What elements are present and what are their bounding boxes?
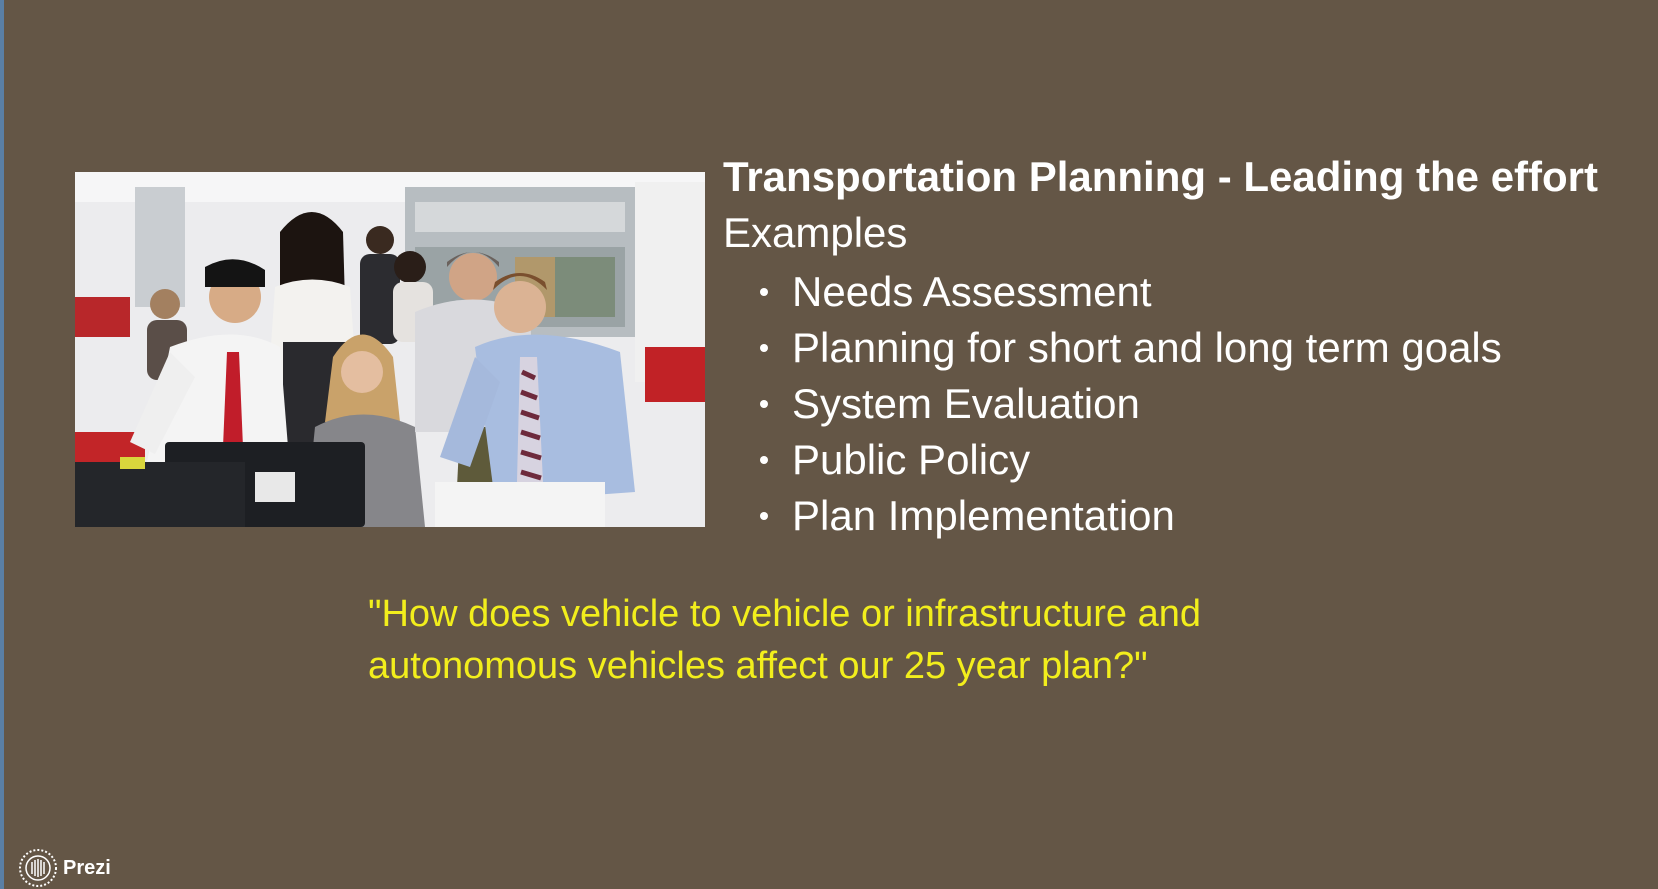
bullet-icon xyxy=(760,344,768,352)
bullet-text: Planning for short and long term goals xyxy=(792,324,1502,371)
prezi-logo-icon xyxy=(19,849,57,887)
examples-list: Needs Assessment Planning for short and … xyxy=(760,264,1502,544)
list-item: Needs Assessment xyxy=(760,264,1502,320)
highlight-quote: "How does vehicle to vehicle or infrastr… xyxy=(368,588,1308,692)
window-left-edge xyxy=(0,0,4,889)
bullet-text: Needs Assessment xyxy=(792,268,1152,315)
bullet-icon xyxy=(760,456,768,464)
quote-line-2: autonomous vehicles affect our 25 year p… xyxy=(368,645,1148,687)
bullet-icon xyxy=(760,288,768,296)
prezi-logo[interactable]: Prezi xyxy=(18,848,111,888)
quote-line-1: "How does vehicle to vehicle or infrastr… xyxy=(368,593,1202,635)
list-item: Plan Implementation xyxy=(760,488,1502,544)
list-item: System Evaluation xyxy=(760,376,1502,432)
bullet-text: Public Policy xyxy=(792,436,1031,483)
prezi-logo-text: Prezi xyxy=(63,856,111,879)
bullet-icon xyxy=(760,400,768,408)
bullet-text: System Evaluation xyxy=(792,380,1140,427)
slide-title: Transportation Planning - Leading the ef… xyxy=(723,153,1599,200)
office-team-photo xyxy=(75,172,705,527)
slide-subtitle: Examples xyxy=(723,209,908,256)
list-item: Public Policy xyxy=(760,432,1502,488)
bullet-text: Plan Implementation xyxy=(792,492,1175,539)
bullet-icon xyxy=(760,512,768,520)
list-item: Planning for short and long term goals xyxy=(760,320,1502,376)
